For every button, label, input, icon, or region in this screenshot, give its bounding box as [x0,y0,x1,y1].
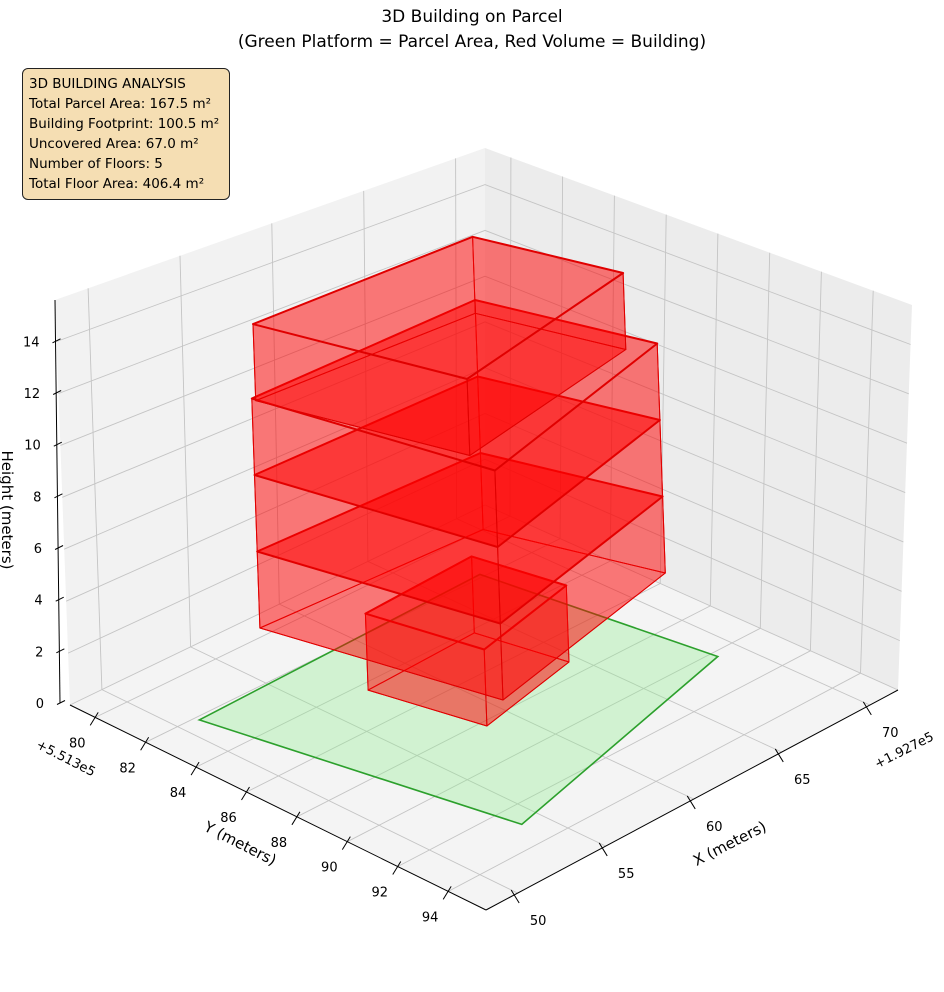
gridline-y [95,157,512,718]
x-tick-label: 50 [530,914,547,929]
z-tick-label: 2 [35,645,43,660]
floor-4 [250,299,661,548]
parcel-platform [197,573,720,826]
floor-5 [252,235,627,456]
x-tick-label: 55 [618,867,635,882]
z-tick [56,648,65,654]
floor-top-face [250,299,659,472]
info-footprint: Building Footprint: 100.5 m² [29,116,220,132]
z-tick-label: 4 [34,594,42,609]
y-axis-label: Y (meters) [200,817,279,869]
chart-title: 3D Building on Parcel [381,7,563,27]
z-tick [52,390,62,395]
floor-2 [256,452,666,701]
axes: 0 2 4 6 8 10 12 14 80 82 84 86 88 90 92 94 50 55 60 65 70 [23,299,899,929]
x-tick [510,889,520,904]
y-tick-label: 84 [170,786,187,801]
gridline-y [145,176,564,743]
z-tick-label: 6 [34,542,42,557]
y-tick-label: 80 [69,736,86,751]
z-tick-label: 14 [23,335,40,350]
x-tick [598,842,608,857]
y-tick [190,761,200,776]
building-layer [250,235,666,727]
y-tick-label: 82 [119,761,136,776]
y-tick [241,786,250,801]
y-tick-label: 94 [422,910,439,925]
info-heading: 3D BUILDING ANALYSIS [29,76,186,92]
y-tick [341,836,351,850]
x-tick-label: 70 [882,726,899,741]
z-tick [56,700,66,705]
info-floor-count: Number of Floors: 5 [29,156,163,172]
floor-pane [70,505,898,910]
z-tick [54,545,64,550]
z-tick [55,596,64,602]
y-tick-label: 88 [271,836,288,851]
chart-subtitle: (Green Platform = Parcel Area, Red Volum… [237,32,707,52]
y-offset-label: +5.513e5 [33,738,97,781]
y-tick [291,811,301,826]
y-axis-line [69,704,487,911]
y-tick [392,861,402,875]
floor-1 [364,555,570,727]
y-tick [89,712,99,726]
y-tick-label: 86 [220,811,237,826]
right-wall-pane [485,148,912,690]
z-axis-line [54,299,61,704]
info-uncovered-area: Uncovered Area: 67.0 m² [29,136,199,152]
x-tick-label: 65 [794,773,811,788]
y-tick [140,737,150,751]
gridline-y [347,252,771,843]
left-wall-pane [55,148,485,705]
y-tick-label: 90 [321,861,338,876]
y-tick [442,886,452,900]
gridline-y [296,233,719,818]
x-axis-label: X (meters) [690,817,769,869]
z-tick [52,338,61,344]
axis-panes [55,148,912,910]
z-tick [54,493,63,499]
gridline-y [195,195,615,768]
x-tick [774,748,784,763]
info-parcel-area: Total Parcel Area: 167.5 m² [29,96,212,112]
parcel-layer [197,573,720,826]
floor-top-face [252,235,625,380]
y-tick-label: 92 [371,886,388,901]
z-tick-label: 12 [24,387,41,402]
x-axis-line [485,689,899,911]
gridline-y [246,214,667,793]
info-box: 3D BUILDING ANALYSIS Total Parcel Area: … [22,68,230,200]
info-total-floor-area: Total Floor Area: 406.4 m² [29,176,205,192]
x-tick-label: 60 [706,820,723,835]
floor-top-face [364,555,568,651]
z-tick-label: 10 [24,439,41,454]
z-tick [53,441,63,447]
gridline-y [397,271,822,867]
z-tick-label: 8 [33,490,41,505]
x-tick [686,795,696,810]
z-tick-label: 0 [36,697,44,712]
z-axis-label: Height (meters) [0,451,16,570]
gridline-y [447,290,874,892]
x-tick [862,701,872,716]
